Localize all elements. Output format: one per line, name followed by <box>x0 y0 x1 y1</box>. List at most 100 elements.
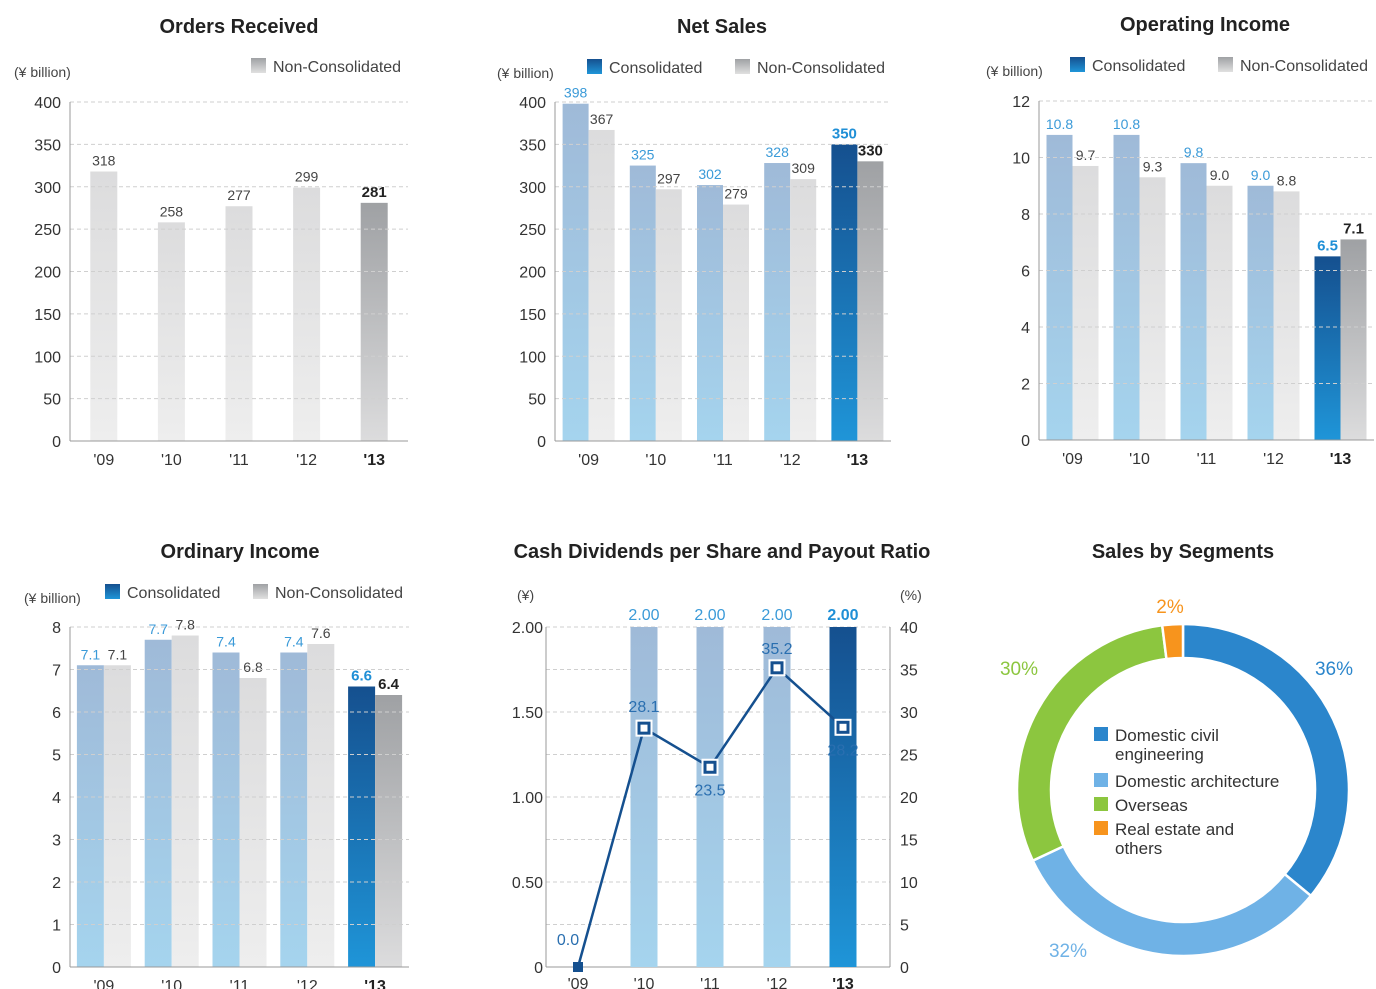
y-tick-label: 250 <box>519 222 546 239</box>
data-label-non-consolidated: 330 <box>858 142 883 159</box>
y-tick-label: 100 <box>519 349 546 366</box>
x-tick-label: '10 <box>634 976 655 989</box>
unit-label-right: (%) <box>900 587 922 603</box>
bar-consolidated <box>280 652 308 967</box>
bar-non-consolidated <box>239 678 267 967</box>
data-label-consolidated: 10.8 <box>1046 116 1073 132</box>
orders-grid: 0 50 100 150 200 250 300 350 400 <box>34 95 408 451</box>
data-label-dividend: 2.00 <box>761 607 792 624</box>
y-tick-label: 8 <box>1021 207 1030 224</box>
pie-legend-label: others <box>1115 839 1162 858</box>
x-tick-label: '09 <box>93 452 114 469</box>
x-tick-label: '10 <box>161 978 182 989</box>
pie-legend-swatch <box>1094 821 1108 835</box>
chart-title: Sales by Segments <box>1092 541 1274 563</box>
bar-non-consolidated <box>171 635 199 967</box>
y-tick-label-right: 10 <box>900 875 918 892</box>
y-tick-label-right: 40 <box>900 620 918 637</box>
bar-dividend <box>763 627 791 967</box>
data-label-non-consolidated: 8.8 <box>1277 172 1297 188</box>
x-tick-label: '10 <box>161 452 182 469</box>
unit-label: (¥ billion) <box>497 65 554 81</box>
y-tick-label: 6 <box>1021 264 1030 281</box>
y-tick-label: 12 <box>1012 94 1030 111</box>
y-tick-label: 400 <box>34 95 61 112</box>
bar-consolidated <box>764 163 791 441</box>
payout-marker <box>573 962 583 972</box>
chart-dividends: Cash Dividends per Share and Payout Rati… <box>512 541 931 989</box>
y-tick-label-left: 0 <box>534 960 543 977</box>
y-tick-label-right: 15 <box>900 833 918 850</box>
unit-label-left: (¥) <box>517 587 534 603</box>
payout-marker-inner <box>839 723 847 731</box>
dividends-grid: 0 0.50 1.00 1.50 2.00 0 5 10 15 20 25 30 35 40 <box>512 620 918 977</box>
y-tick-label: 0 <box>1021 433 1030 450</box>
opincome-grid: 0 2 4 6 8 10 12 <box>1012 94 1374 450</box>
bar-consolidated <box>831 144 858 441</box>
legend-swatch-non-consolidated <box>251 58 266 73</box>
legend-swatch-consolidated <box>1070 57 1085 72</box>
data-label-non-consolidated: 7.8 <box>175 617 195 633</box>
bars: 7.1 7.1 7.7 7.8 7.4 6.8 7.4 7.6 6.6 6.4 <box>76 617 403 967</box>
legend-swatch-consolidated <box>587 59 602 74</box>
data-label-non-consolidated: 9.7 <box>1076 147 1096 163</box>
bar-non-consolidated <box>655 189 682 441</box>
chart-opincome: Operating Income (¥ billion) Consolidated N… <box>986 14 1368 468</box>
data-label-non-consolidated: 7.1 <box>108 646 128 662</box>
bar-consolidated <box>1180 163 1207 440</box>
data-label-consolidated: 7.4 <box>284 634 304 650</box>
bar-consolidated <box>1247 185 1274 440</box>
x-tick-label: '12 <box>1263 451 1284 468</box>
bar-consolidated <box>629 165 656 441</box>
x-tick-label: '10 <box>645 452 666 469</box>
legend-label-non-consolidated: Non-Consolidated <box>757 60 885 77</box>
x-tick-label: '11 <box>229 452 249 469</box>
y-tick-label: 4 <box>52 790 61 807</box>
bar-non-consolidated <box>157 222 185 441</box>
x-tick-label: '09 <box>578 452 599 469</box>
ordincome-grid: 0 1 2 3 4 5 6 7 8 <box>52 620 409 977</box>
y-tick-label-right: 35 <box>900 663 918 680</box>
unit-label: (¥ billion) <box>14 64 71 80</box>
legend: Consolidated Non-Consolidated <box>1070 57 1368 75</box>
data-label-consolidated: 302 <box>698 166 722 182</box>
x-tick-label: '11 <box>713 452 733 469</box>
data-label-consolidated: 6.5 <box>1317 237 1338 254</box>
bar-consolidated <box>697 185 723 441</box>
chart-segments: Sales by Segments 36% 32% 30% 2% Domestic civ… <box>1000 541 1353 962</box>
data-label-non-consolidated: 309 <box>792 160 816 176</box>
y-tick-label: 250 <box>34 222 61 239</box>
y-tick-label: 400 <box>519 95 546 112</box>
legend: Non-Consolidated <box>251 58 401 76</box>
y-tick-label: 200 <box>519 265 546 282</box>
y-tick-label-right: 25 <box>900 748 918 765</box>
chart-title: Cash Dividends per Share and Payout Rati… <box>514 541 931 563</box>
data-label-non-consolidated: 6.8 <box>243 659 263 675</box>
data-label-consolidated: 9.0 <box>1251 167 1271 183</box>
data-label: 299 <box>295 169 319 185</box>
x-tick-label: '13 <box>832 976 854 989</box>
chart-ordincome: Ordinary Income (¥ billion) Consolidated No… <box>24 541 403 989</box>
x-tick-label: '12 <box>780 452 801 469</box>
payout-marker-inner <box>706 763 714 771</box>
legend-swatch-non-consolidated <box>735 59 750 74</box>
chart-title: Ordinary Income <box>161 541 320 563</box>
bar-consolidated <box>1046 134 1073 440</box>
bar-non-consolidated <box>103 665 131 967</box>
y-tick-label: 150 <box>519 307 546 324</box>
x-tick-label: '09 <box>1062 451 1083 468</box>
x-tick-label: '12 <box>296 452 317 469</box>
bar-non-consolidated <box>1139 177 1166 440</box>
y-tick-label-left: 1.50 <box>512 705 543 722</box>
unit-label: (¥ billion) <box>24 590 81 606</box>
x-tick-label: '13 <box>847 452 869 469</box>
data-label: 281 <box>362 184 387 201</box>
y-tick-label: 8 <box>52 620 61 637</box>
y-tick-label: 7 <box>52 663 61 680</box>
y-tick-label: 2 <box>52 875 61 892</box>
x-tick-label: '11 <box>230 978 250 989</box>
data-label-dividend: 2.00 <box>694 607 725 624</box>
